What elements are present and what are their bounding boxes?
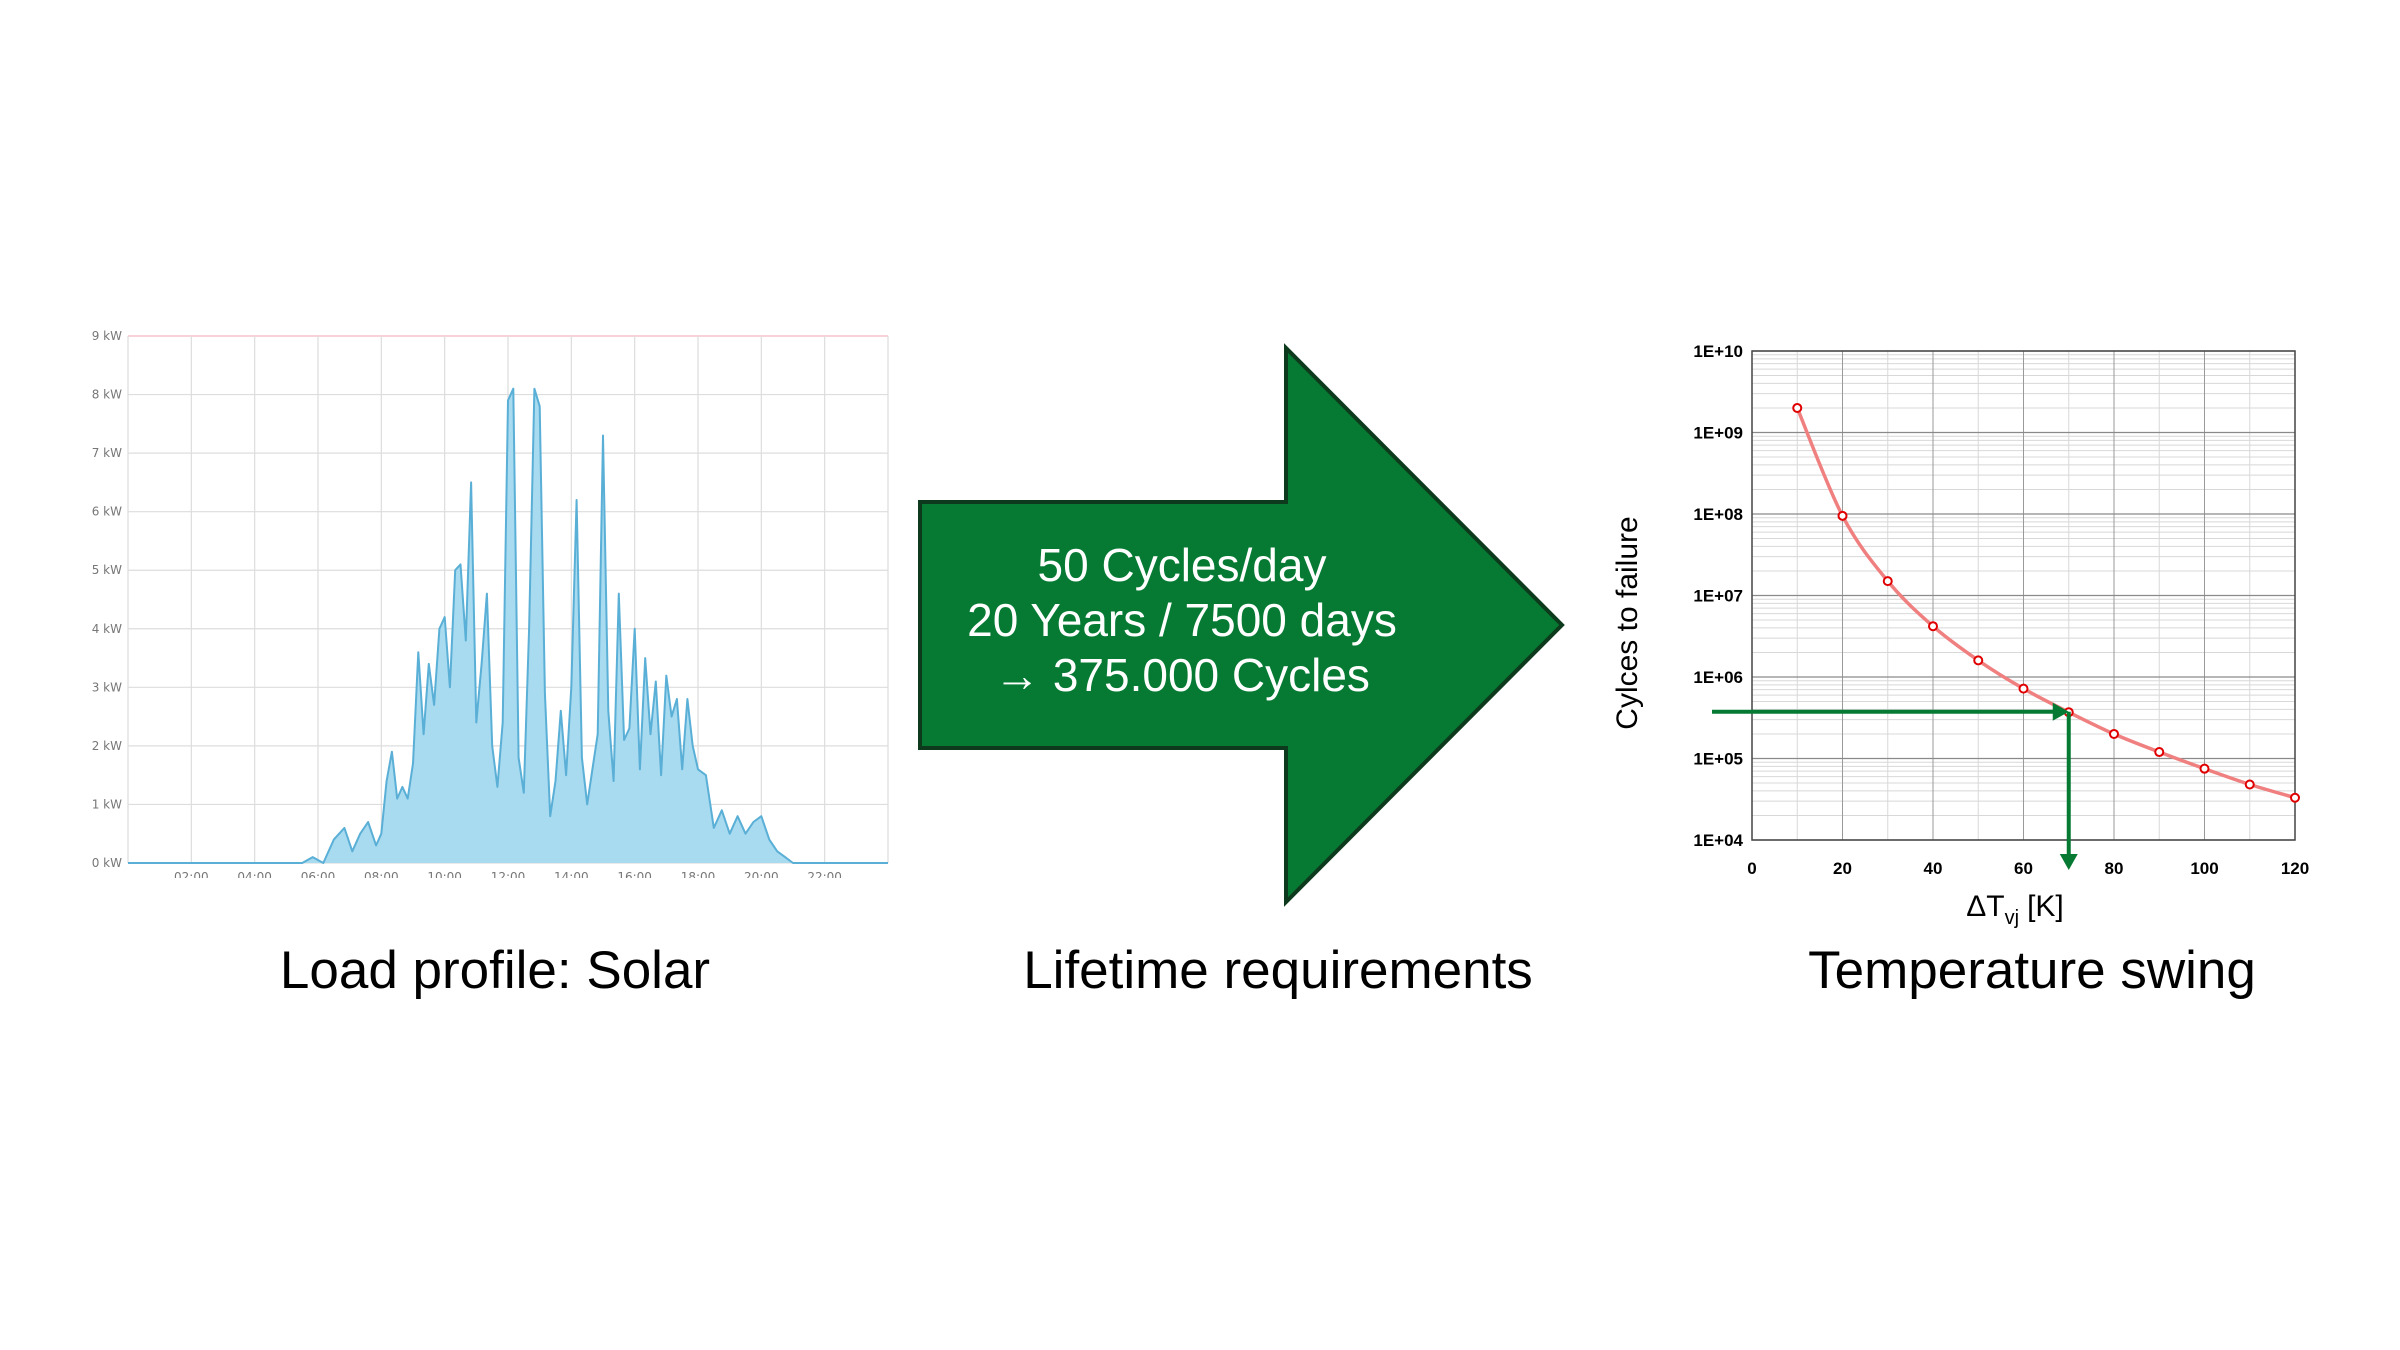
lifetime-y-tick-label: 1E+10 — [1693, 342, 1743, 361]
lifetime-y-axis-label: Cylces to failure — [1611, 516, 1644, 729]
delta-t-symbol: ΔT — [1966, 890, 2004, 923]
solar-x-tick-label: 10:00 — [427, 870, 462, 878]
solar-x-tick-label: 22:00 — [807, 870, 842, 878]
solar-x-tick-label: 02:00 — [174, 870, 209, 878]
lifetime-plot-frame — [1751, 350, 2296, 841]
lifetime-data-point — [2244, 779, 2255, 790]
solar-y-tick-label: 7 kW — [92, 446, 122, 460]
lifetime-x-tick-label: 60 — [2014, 859, 2033, 878]
lifetime-y-tick-label: 1E+05 — [1693, 750, 1743, 769]
annotation-vertical-arrowhead — [2059, 854, 2078, 870]
lifetime-x-tick-label: 20 — [1833, 859, 1852, 878]
arrow-line-1: 50 Cycles/day — [1037, 539, 1327, 591]
solar-x-tick-label: 14:00 — [554, 870, 589, 878]
solar-x-tick-label: 08:00 — [364, 870, 399, 878]
solar-x-tick-label: 16:00 — [617, 870, 652, 878]
lifetime-y-tick-label: 1E+08 — [1693, 505, 1743, 524]
lifetime-data-point — [1792, 402, 1803, 413]
lifetime-y-tick-label: 1E+06 — [1693, 668, 1743, 687]
lifetime-y-tick-labels: 1E+04 1E+05 1E+06 1E+07 1E+08 1E+09 1E+10 — [1693, 342, 1743, 850]
solar-x-tick-label: 18:00 — [681, 870, 716, 878]
solar-y-tick-labels: 0 kW 1 kW 2 kW 3 kW 4 kW 5 kW 6 kW 7 kW 8 kW 9 kW — [92, 329, 122, 870]
lifetime-data-point — [2290, 792, 2300, 803]
annotation-horizontal-arrowhead — [2052, 702, 2069, 721]
solar-x-tick-label: 06:00 — [301, 870, 336, 878]
solar-x-tick-label: 12:00 — [491, 870, 526, 878]
solar-y-tick-label: 1 kW — [92, 797, 122, 811]
solar-y-tick-label: 3 kW — [92, 680, 122, 694]
caption-temperature-swing: Temperature swing — [1808, 941, 2256, 1000]
lifetime-grid — [1751, 350, 2296, 841]
lifetime-x-tick-label: 100 — [2190, 859, 2218, 878]
unit-label: [K] — [2027, 890, 2064, 923]
lifetime-data-point — [2109, 728, 2119, 739]
solar-area-fill — [302, 388, 793, 863]
lifetime-data-point — [1837, 510, 1848, 521]
solar-y-tick-label: 2 kW — [92, 739, 122, 753]
lifetime-x-tick-label: 0 — [1747, 859, 1756, 878]
lifetime-data-point — [1928, 621, 1938, 632]
lifetime-data-point — [2199, 763, 2210, 774]
lifetime-data-point — [1882, 576, 1893, 587]
lifetime-x-tick-label: 40 — [1924, 859, 1943, 878]
arrow-graphic — [918, 343, 1565, 907]
lifetime-data-point — [1973, 655, 1984, 666]
solar-load-profile-chart: 0 kW 1 kW 2 kW 3 kW 4 kW 5 kW 6 kW 7 kW 8 kW 9 kW… — [92, 329, 889, 878]
lifetime-x-tick-label: 80 — [2105, 859, 2124, 878]
lifetime-chart: 1E+04 1E+05 1E+06 1E+07 1E+08 1E+09 1E+10 0 20 4… — [1611, 342, 2309, 929]
lifetime-y-tick-label: 1E+07 — [1693, 587, 1743, 606]
solar-grid — [127, 335, 889, 864]
solar-x-tick-labels: 02:00 04:00 06:00 08:00 10:00 12:00 14:00 16:00… — [174, 870, 842, 878]
solar-y-tick-label: 6 kW — [92, 505, 122, 519]
arrow-line-3: → 375.000 Cycles — [994, 649, 1370, 701]
caption-lifetime-requirements: Lifetime requirements — [1023, 941, 1533, 1000]
lifetime-y-tick-label: 1E+04 — [1693, 831, 1743, 850]
solar-area-group — [128, 387, 888, 864]
solar-y-tick-label: 9 kW — [92, 329, 122, 343]
solar-y-tick-label: 0 kW — [92, 856, 122, 870]
lifetime-x-axis-label: ΔTvj [K] — [1966, 890, 2064, 929]
lifetime-data-point — [2154, 747, 2165, 758]
solar-series-line — [128, 387, 888, 864]
lifetime-x-tick-labels: 0 20 40 60 80 100 120 — [1747, 859, 2309, 878]
solar-x-tick-label: 04:00 — [237, 870, 272, 878]
lifetime-y-tick-label: 1E+09 — [1693, 424, 1743, 443]
lifetime-x-tick-label: 120 — [2281, 859, 2309, 878]
lifetime-data-point — [2018, 683, 2029, 694]
vj-subscript: vj — [2005, 907, 2019, 929]
solar-x-tick-label: 20:00 — [744, 870, 779, 878]
solar-y-tick-label: 8 kW — [92, 388, 122, 402]
caption-load-profile: Load profile: Solar — [279, 941, 711, 1000]
arrow-line-2: 20 Years / 7500 days — [967, 594, 1397, 646]
lifetime-annotation — [1712, 702, 2078, 870]
solar-y-tick-label: 5 kW — [92, 563, 122, 577]
green-arrow — [918, 343, 1565, 907]
solar-y-tick-label: 4 kW — [92, 622, 122, 636]
